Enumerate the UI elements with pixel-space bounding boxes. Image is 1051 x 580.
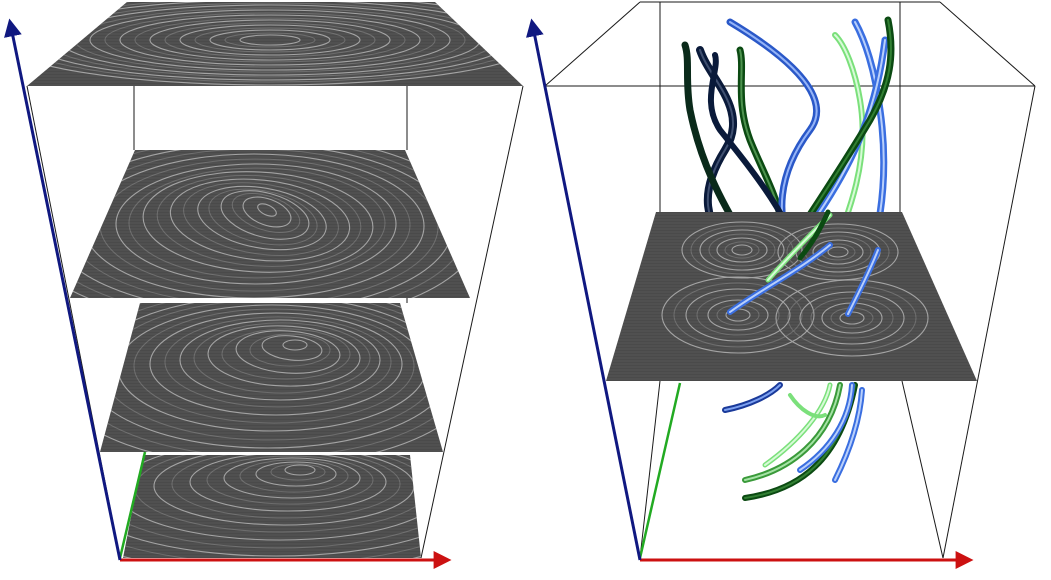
vortex-tubes-lower [722,382,865,501]
right-y-axis [638,382,682,559]
left-panel [4,2,524,569]
lic-slice-4 [123,455,421,558]
lic-slice-3 [100,303,443,452]
lic-slice-2 [70,150,470,298]
left-z-axis [4,18,122,561]
lic-slice-right [606,212,977,381]
lic-slice-1 [27,2,523,86]
vortex-tubes-cores [727,209,881,317]
right-z-axis [526,18,642,561]
left-y-axis [118,451,147,559]
right-panel [526,1,1036,569]
